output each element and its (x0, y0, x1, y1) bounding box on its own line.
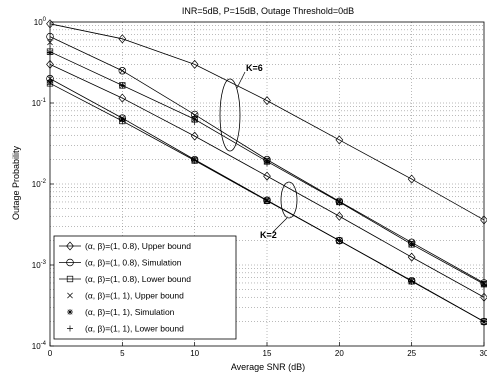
marker-diamond (190, 131, 199, 141)
k2-pointer (272, 217, 288, 233)
legend-label: (α, β)=(1, 1), Simulation (85, 307, 175, 317)
y-axis-label: Outage Probability (11, 145, 21, 220)
marker-plus (67, 325, 73, 332)
marker-plus (119, 117, 126, 124)
marker-square (66, 275, 74, 283)
x-tick-label: 0 (48, 349, 53, 358)
y-tick-label: 10-2 (32, 179, 47, 189)
x-tick-label: 20 (335, 349, 344, 358)
x-tick-label: 30 (480, 349, 487, 358)
marker-diamond (263, 171, 271, 181)
legend-label: (α, β)=(1, 0.8), Upper bound (85, 241, 191, 251)
marker-plus (264, 198, 270, 205)
marker-circle (118, 67, 127, 75)
marker-plus (191, 157, 198, 164)
marker-diamond (263, 96, 271, 106)
marker-diamond (66, 241, 74, 251)
marker-diamond (407, 174, 416, 184)
legend-entry: (α, β)=(1, 1), Lower bound (67, 324, 184, 334)
k2-ellipse (280, 181, 298, 219)
series-line (49, 63, 485, 298)
marker-x (67, 292, 73, 299)
series-line (49, 23, 485, 221)
annotation-k6: K=6 (246, 63, 263, 73)
legend-label: (α, β)=(1, 1), Upper bound (85, 291, 184, 301)
legend-entry: (α, β)=(1, 0.8), Upper bound (59, 241, 191, 251)
x-axis-label: Average SNR (dB) (231, 362, 305, 372)
marker-diamond (118, 93, 127, 103)
x-tick-label: 25 (407, 349, 416, 358)
legend-box (53, 235, 237, 340)
marker-diamond (335, 135, 344, 145)
marker-plus (408, 278, 415, 285)
marker-plus (191, 119, 198, 126)
x-tick-label: 15 (263, 349, 272, 358)
marker-plus (408, 241, 415, 248)
marker-plus (119, 82, 126, 89)
y-tick-label: 10-3 (32, 260, 47, 270)
legend-label: (α, β)=(1, 0.8), Lower bound (85, 274, 191, 284)
annotations: K=6 K=2 (219, 63, 298, 240)
y-tick-label: 10-4 (32, 341, 47, 351)
x-tick-label: 5 (120, 349, 125, 358)
marker-plus (336, 237, 343, 244)
legend-entry: (α, β)=(1, 1), Upper bound (67, 291, 184, 301)
x-tick-label: 10 (190, 349, 199, 358)
annotation-k2: K=2 (260, 230, 277, 240)
series-plus-k2 (47, 81, 487, 325)
marker-x (119, 67, 126, 74)
marker-star (67, 309, 73, 315)
axis-ticks: 0 5 10 15 20 25 30 100 10-1 10-2 10-3 10-4 (32, 17, 487, 358)
legend-entry: (α, β)=(1, 0.8), Lower bound (59, 274, 191, 284)
y-tick-label: 10-1 (32, 98, 47, 108)
marker-diamond (118, 34, 127, 44)
legend-label: (α, β)=(1, 0.8), Simulation (85, 258, 182, 268)
marker-diamond (190, 59, 199, 69)
legend-entry: (α, β)=(1, 0.8), Simulation (59, 258, 182, 268)
legend-entry: (α, β)=(1, 1), Simulation (67, 307, 175, 317)
k6-pointer (236, 71, 246, 89)
y-tick-label: 100 (34, 17, 47, 27)
marker-circle (66, 258, 74, 267)
marker-diamond (407, 252, 416, 262)
k6-ellipse (219, 78, 241, 152)
chart-title: INR=5dB, P=15dB, Outage Threshold=0dB (182, 6, 354, 16)
marker-plus (336, 200, 343, 207)
marker-plus (264, 160, 270, 167)
legend-label: (α, β)=(1, 1), Lower bound (85, 324, 184, 334)
marker-diamond (335, 211, 344, 221)
marker-circle (335, 236, 344, 245)
legend: (α, β)=(1, 0.8), Upper bound (α, β)=(1, 0… (53, 235, 237, 340)
